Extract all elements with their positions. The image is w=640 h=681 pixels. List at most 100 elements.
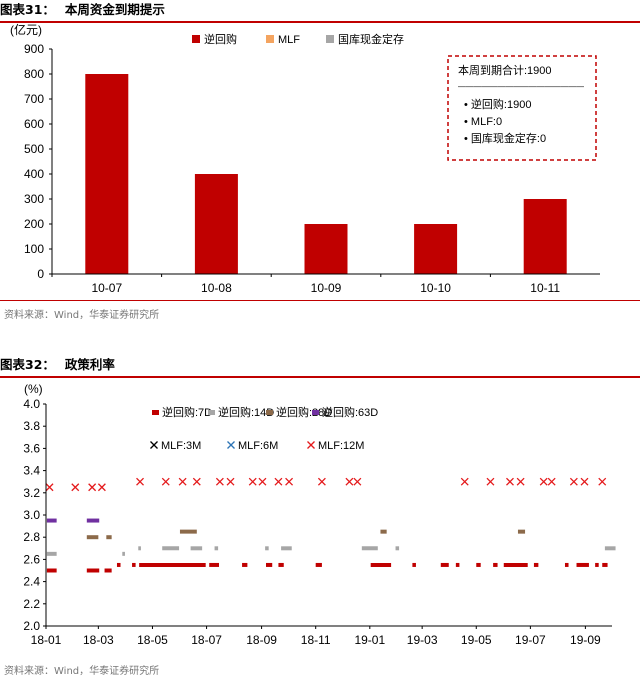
legend-label-treasury: 国库现金定存: [338, 32, 404, 46]
y-tick-label: 3.8: [23, 419, 40, 433]
x-tick-label: 19-03: [407, 633, 438, 647]
legend-label-reverse-repo: 逆回购: [204, 32, 237, 46]
legend-label-mlf: MLF: [278, 34, 300, 46]
x-mark-stroke: [274, 477, 283, 486]
y-tick-label: 100: [24, 242, 44, 256]
x-mark-stroke: [71, 483, 80, 492]
legend-x-marker: [227, 441, 235, 449]
info-box: 本周到期合计:1900 ———————————————— • 逆回购:1900 …: [447, 55, 597, 161]
x-tick-label: 19-07: [515, 633, 546, 647]
y-axis-label: (亿元): [10, 22, 42, 37]
mlf12m-point: [45, 483, 54, 492]
legend-swatch-reverse-repo: [192, 35, 200, 43]
info-box-border: [447, 55, 597, 161]
x-mark-stroke: [598, 477, 607, 486]
y-tick-label: 700: [24, 92, 44, 106]
x-tick-labels: 18-01 18-03 18-05 18-07 18-09 18-11 19-01 19-03…: [31, 626, 601, 647]
x-mark-stroke: [258, 477, 267, 486]
x-mark-stroke: [136, 477, 144, 486]
x-mark-stroke: [516, 477, 525, 486]
mlf12m-point: [248, 477, 257, 486]
x-tick-label: 18-05: [137, 633, 168, 647]
x-tick-label: 10-07: [91, 281, 122, 295]
x-tick-label: 10-10: [420, 281, 451, 295]
mlf12m-point: [71, 483, 80, 492]
mlf12m-point: [178, 477, 187, 486]
mlf12m-point: [486, 477, 495, 486]
chart2-header-label: 图表32：: [0, 357, 55, 372]
legend-label: 逆回购:7D: [162, 405, 212, 419]
x-tick-label: 19-09: [570, 633, 601, 647]
legend-label: 逆回购:28D: [276, 405, 332, 419]
x-mark-stroke: [547, 477, 556, 486]
x-tick-label: 18-03: [83, 633, 114, 647]
mlf12m-point: [285, 477, 294, 486]
mlf12m-point: [215, 477, 224, 486]
bar: [304, 224, 348, 274]
mlf12m-point: [88, 483, 97, 492]
mlf12m-point: [353, 477, 362, 486]
chart1-header: 图表31： 本周资金到期提示: [0, 0, 640, 20]
legend-label: MLF:6M: [238, 440, 278, 452]
mlf12m-point: [506, 477, 514, 486]
y-tick-label: 900: [24, 42, 44, 56]
mlf12m-point: [258, 477, 267, 486]
legend-label: 逆回购:63D: [322, 405, 378, 419]
legend-x-marker: [307, 441, 315, 449]
x-tick-label: 10-11: [530, 281, 560, 295]
mlf12m-point: [516, 477, 525, 486]
mlf12m-point: [97, 483, 106, 492]
y-tick-label: 500: [24, 142, 44, 156]
info-box-item-reverse-repo: • 逆回购:1900: [464, 97, 531, 111]
x-mark-stroke: [580, 477, 589, 486]
y-tick-label: 300: [24, 192, 44, 206]
mlf12m-point: [345, 477, 354, 486]
x-tick-label: 18-07: [191, 633, 222, 647]
legend-label: MLF:12M: [318, 440, 364, 452]
x-mark-stroke: [486, 477, 495, 486]
chart2-header-rule: [0, 376, 640, 378]
y-tick-label: 2.0: [23, 619, 40, 633]
x-mark-stroke: [88, 483, 97, 492]
mlf12m-point: [274, 477, 283, 486]
chart2-header: 图表32： 政策利率: [0, 355, 640, 375]
mlf12m-point: [547, 477, 556, 486]
legend-label: 逆回购:14D: [218, 405, 274, 419]
x-mark-stroke: [539, 477, 548, 486]
y-axis-label: (%): [24, 382, 43, 396]
x-mark-stroke: [506, 477, 514, 486]
mlf12m-point: [580, 477, 589, 486]
chart1-source: 资料来源：Wind，华泰证券研究所: [4, 310, 160, 321]
x-tick-label: 10-08: [201, 281, 232, 295]
y-tick-labels: 2.0 2.2 2.4 2.6 2.8 3.0 3.2 3.4 3.6 3.8 4.0: [23, 397, 46, 633]
legend-swatch: [152, 410, 159, 415]
bar: [414, 224, 458, 274]
info-box-item-mlf: • MLF:0: [464, 116, 502, 128]
x-tick-label: 18-01: [31, 633, 62, 647]
x-tick-label: 18-11: [301, 633, 331, 647]
y-tick-label: 3.4: [23, 464, 40, 478]
mlf12m-point: [226, 477, 235, 486]
y-tick-label: 2.8: [23, 530, 40, 544]
y-tick-label: 200: [24, 217, 44, 231]
chart1-title: 本周资金到期提示: [64, 2, 165, 17]
chart1-header-rule: [0, 21, 640, 23]
chart2-source: 资料来源：Wind，华泰证券研究所: [4, 666, 160, 677]
x-tick-label: 10-09: [311, 281, 342, 295]
info-box-title: 本周到期合计:1900: [458, 63, 552, 77]
legend-swatch-mlf: [266, 35, 274, 43]
mlf12m-point: [598, 477, 607, 486]
chart1-footer-rule: [0, 300, 640, 301]
y-tick-label: 800: [24, 67, 44, 81]
info-box-divider: ————————————————: [458, 82, 584, 91]
x-mark-stroke: [317, 477, 326, 486]
y-tick-label: 3.0: [23, 508, 40, 522]
chart1-header-label: 图表31：: [0, 2, 55, 17]
y-tick-label: 600: [24, 117, 44, 131]
x-mark-stroke: [285, 477, 294, 486]
y-tick-label: 0: [37, 267, 44, 281]
legend-swatch-treasury: [326, 35, 334, 43]
bar: [85, 74, 129, 274]
policy-rate-chart: (%) 2.0 2.2 2.4 2.6 2.8 3.0 3.2 3.4 3.6 3.8 4.0 18…: [23, 382, 616, 647]
